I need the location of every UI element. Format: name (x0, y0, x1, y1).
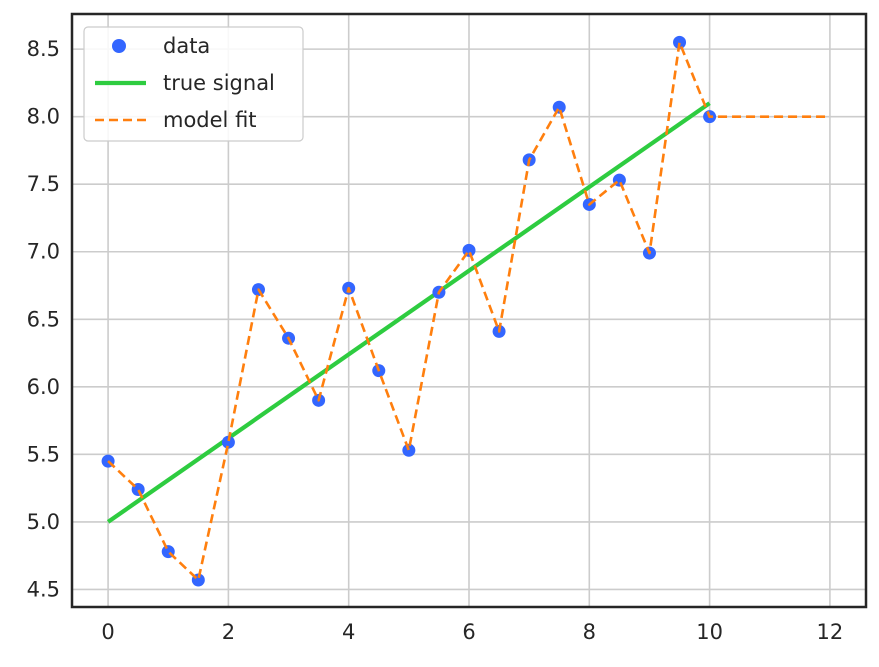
legend-marker-data (112, 39, 126, 53)
series-line-true-signal (106, 101, 711, 524)
x-tick-label: 2 (222, 620, 235, 644)
y-tick-label: 4.5 (27, 577, 60, 601)
data-point (552, 100, 566, 114)
x-tick-label: 4 (342, 620, 355, 644)
x-tick-label: 0 (101, 620, 114, 644)
x-tick-label: 12 (817, 620, 844, 644)
data-point (673, 35, 687, 49)
legend-label: true signal (163, 71, 275, 95)
y-tick-label: 6.0 (27, 375, 60, 399)
y-tick-label: 5.0 (27, 510, 60, 534)
plot-frame (70, 12, 868, 609)
y-tick-label: 6.5 (27, 307, 60, 331)
y-tick-label: 7.0 (27, 240, 60, 264)
legend-label: data (163, 34, 210, 58)
legend-box (83, 26, 304, 142)
y-tick-label: 8.0 (27, 105, 60, 129)
y-tick-label: 8.5 (27, 37, 60, 61)
data-points (107, 41, 830, 582)
legend: data true signal model fit (83, 26, 304, 142)
x-tick-label: 10 (696, 620, 723, 644)
x-tick-label: 8 (583, 620, 596, 644)
y-tick-label: 7.5 (27, 172, 60, 196)
series-line-model-fit (107, 41, 830, 582)
tick-labels: 0 2 4 6 8 10 12 4.5 5.0 5.5 6.0 6.5 7.0 7.5 8.0 8.5 (27, 37, 844, 644)
data-point (402, 443, 416, 457)
legend-label: model fit (163, 108, 257, 132)
x-tick-label: 6 (462, 620, 475, 644)
grid (72, 14, 866, 607)
y-tick-label: 5.5 (27, 442, 60, 466)
data-point (221, 435, 235, 449)
